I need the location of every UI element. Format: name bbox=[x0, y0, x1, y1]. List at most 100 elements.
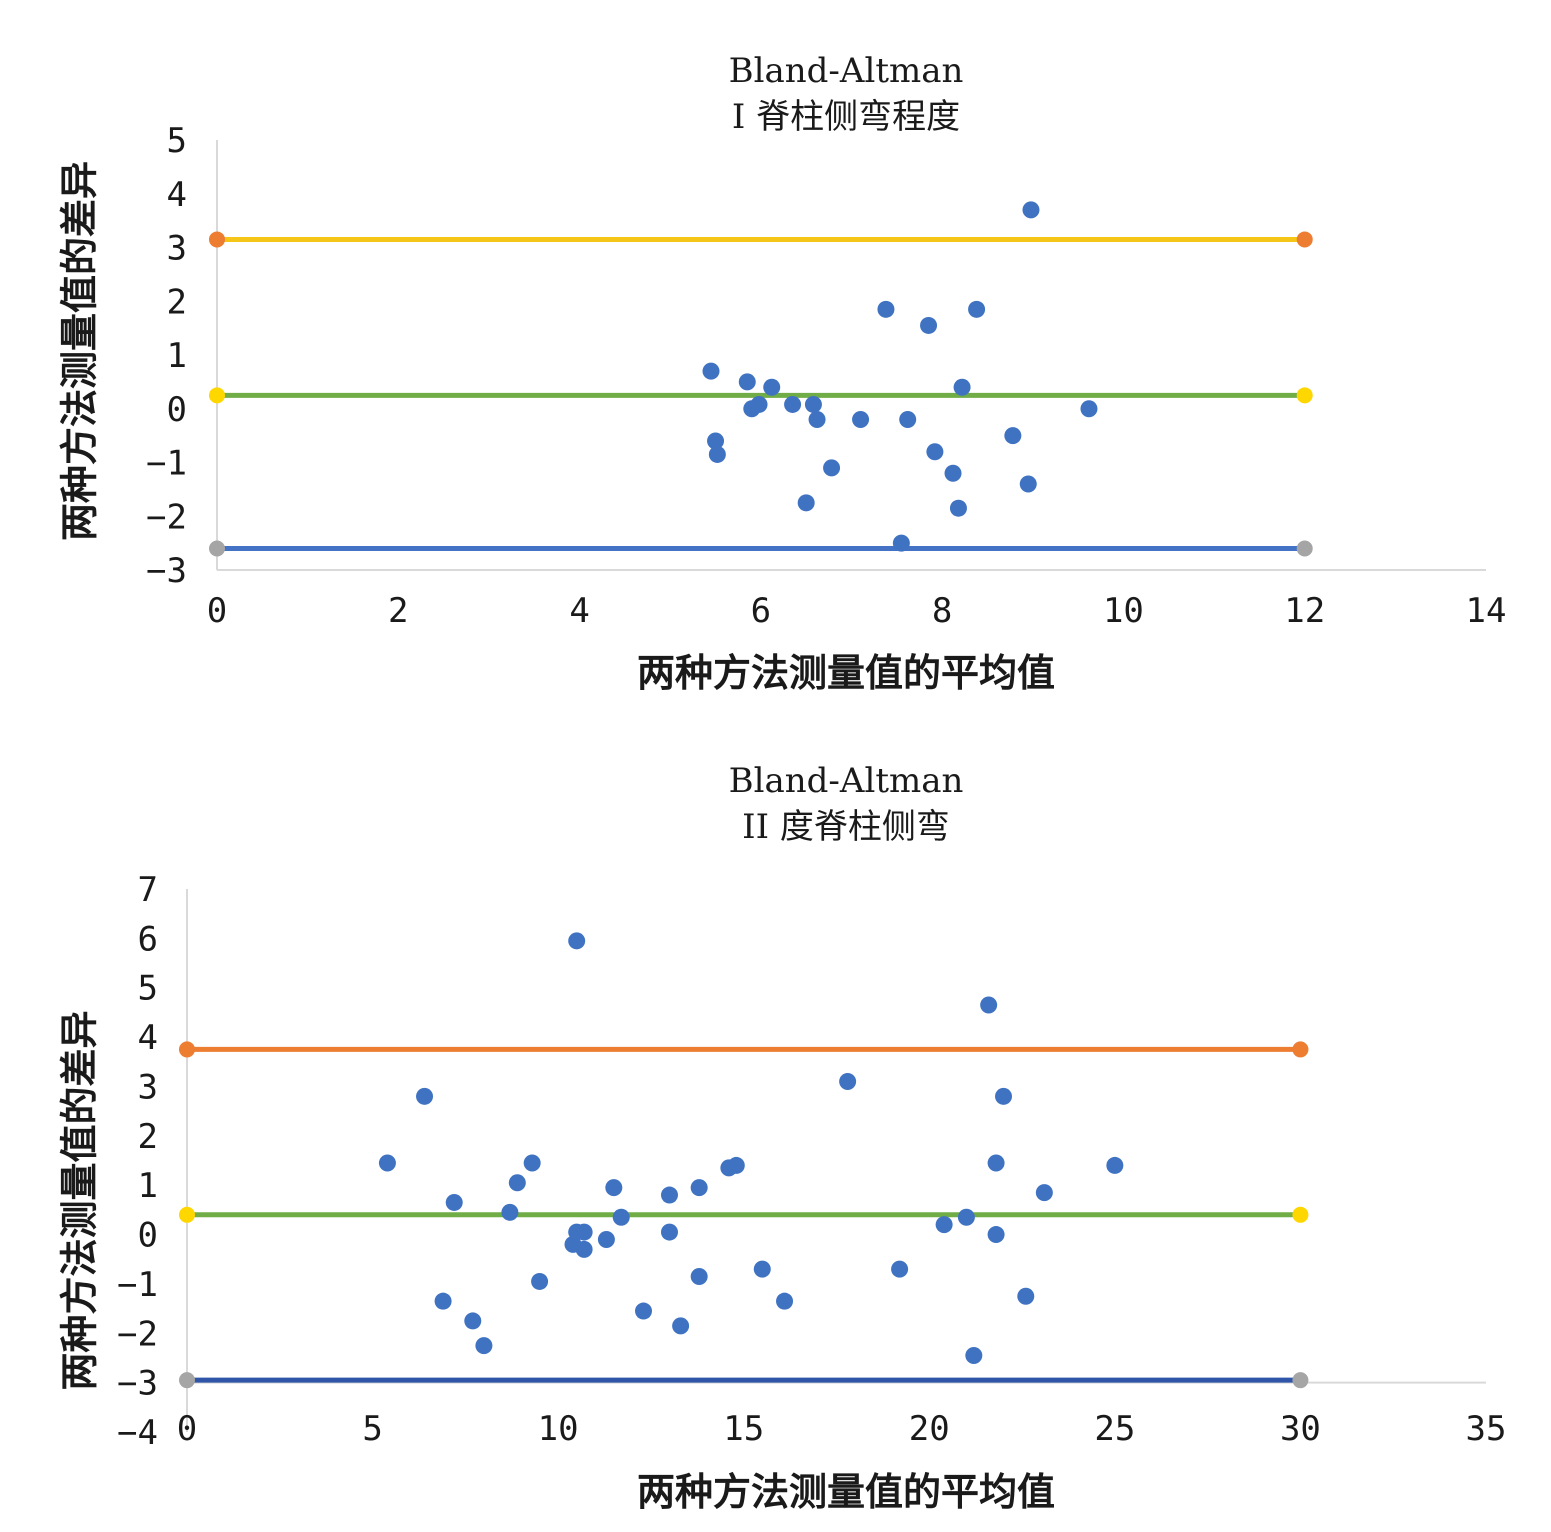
data-point bbox=[568, 932, 586, 950]
y-tick-label: 1 bbox=[167, 336, 187, 376]
data-point bbox=[968, 300, 986, 318]
x-tick-label: 15 bbox=[723, 1409, 764, 1449]
data-point bbox=[1080, 400, 1098, 418]
data-point bbox=[434, 1292, 452, 1310]
x-tick-label: 35 bbox=[1466, 1409, 1507, 1449]
data-point bbox=[926, 443, 944, 461]
x-tick-label: 10 bbox=[1103, 591, 1144, 631]
data-point bbox=[763, 378, 781, 396]
x-axis-label: 两种方法测量值的平均值 bbox=[637, 651, 1055, 695]
y-tick-label: −1 bbox=[117, 1265, 158, 1305]
data-point bbox=[523, 1154, 541, 1172]
y-tick-label: 0 bbox=[167, 390, 187, 430]
chart-subtitle: I 脊柱侧弯程度 bbox=[732, 97, 960, 137]
data-point bbox=[378, 1154, 396, 1172]
reference-marker-mean bbox=[1292, 1206, 1309, 1223]
data-point bbox=[949, 499, 967, 517]
chart-subtitle: II 度脊柱侧弯 bbox=[742, 807, 950, 847]
data-point bbox=[965, 1346, 983, 1364]
data-point bbox=[750, 395, 768, 413]
chart-title: Bland-Altman bbox=[729, 761, 964, 801]
y-tick-label: −3 bbox=[146, 551, 187, 591]
data-point bbox=[635, 1302, 653, 1320]
x-tick-label: 20 bbox=[909, 1409, 950, 1449]
data-point bbox=[877, 300, 895, 318]
x-tick-label: 14 bbox=[1466, 591, 1507, 631]
data-point bbox=[797, 494, 815, 512]
reference-marker-lower bbox=[179, 1372, 195, 1389]
y-tick-label: 5 bbox=[167, 121, 187, 161]
data-point bbox=[920, 316, 938, 334]
x-tick-label: 0 bbox=[207, 591, 227, 631]
data-point bbox=[957, 1208, 975, 1226]
y-tick-label: −2 bbox=[146, 497, 187, 537]
data-point bbox=[660, 1223, 678, 1241]
data-point bbox=[531, 1272, 549, 1290]
x-tick-label: 8 bbox=[932, 591, 952, 631]
data-point bbox=[1106, 1156, 1124, 1174]
y-tick-label: 7 bbox=[138, 870, 158, 910]
data-point bbox=[575, 1240, 593, 1258]
data-point bbox=[475, 1337, 493, 1355]
reference-marker-mean bbox=[1296, 387, 1313, 404]
x-tick-label: 6 bbox=[751, 591, 771, 631]
data-point bbox=[839, 1073, 857, 1091]
y-tick-label: −4 bbox=[117, 1413, 158, 1453]
data-point bbox=[738, 373, 756, 391]
reference-marker-upper bbox=[209, 231, 225, 248]
data-point bbox=[987, 1154, 1005, 1172]
data-point bbox=[784, 395, 802, 413]
data-point bbox=[702, 362, 720, 380]
chart-2: Bland-Altman II 度脊柱侧弯 −4 −3 −2 −1 0 1 2 3 4 5 6 7 0 5 10… bbox=[58, 761, 1507, 1514]
y-tick-label: 6 bbox=[138, 919, 158, 959]
data-point bbox=[1035, 1184, 1053, 1202]
reference-marker-mean bbox=[179, 1206, 195, 1223]
data-point bbox=[707, 432, 725, 450]
data-point bbox=[727, 1156, 745, 1174]
data-point bbox=[575, 1223, 593, 1241]
y-tick-label: 3 bbox=[167, 229, 187, 269]
data-point bbox=[987, 1226, 1005, 1244]
data-point bbox=[660, 1186, 678, 1204]
reference-marker-lower bbox=[209, 540, 225, 557]
y-tick-label: 5 bbox=[138, 969, 158, 1009]
data-point bbox=[944, 464, 962, 482]
y-tick-label: 4 bbox=[138, 1018, 158, 1058]
y-axis-label: 两种方法测量值的差异 bbox=[58, 161, 102, 541]
x-tick-label: 25 bbox=[1094, 1409, 1135, 1449]
x-tick-label: 12 bbox=[1284, 591, 1325, 631]
reference-marker-mean bbox=[209, 387, 225, 404]
data-point bbox=[416, 1087, 434, 1105]
data-point bbox=[612, 1208, 630, 1226]
y-tick-label: 3 bbox=[138, 1067, 158, 1107]
x-tick-label: 2 bbox=[388, 591, 408, 631]
x-axis-label: 两种方法测量值的平均值 bbox=[637, 1470, 1055, 1514]
data-point bbox=[1004, 427, 1022, 445]
data-point bbox=[980, 996, 998, 1014]
y-tick-label: 2 bbox=[138, 1117, 158, 1157]
y-tick-label: −2 bbox=[117, 1314, 158, 1354]
chart-title: Bland-Altman bbox=[729, 51, 964, 91]
reference-marker-upper bbox=[179, 1041, 195, 1058]
data-point bbox=[1017, 1287, 1035, 1305]
data-point bbox=[690, 1179, 708, 1197]
x-tick-label: 0 bbox=[177, 1409, 197, 1449]
data-point bbox=[892, 534, 910, 552]
data-point bbox=[823, 459, 841, 477]
x-tick-label: 10 bbox=[538, 1409, 579, 1449]
data-point bbox=[935, 1216, 953, 1234]
reference-marker-lower bbox=[1296, 540, 1313, 557]
data-point bbox=[899, 411, 917, 428]
y-tick-label: 2 bbox=[167, 282, 187, 322]
x-tick-label: 30 bbox=[1280, 1409, 1321, 1449]
y-tick-label: 4 bbox=[167, 175, 187, 215]
data-point bbox=[1019, 475, 1037, 493]
y-axis-label: 两种方法测量值的差异 bbox=[58, 1010, 102, 1390]
data-point bbox=[690, 1268, 708, 1286]
data-point bbox=[1022, 201, 1040, 219]
data-point bbox=[995, 1087, 1013, 1105]
y-tick-label: 0 bbox=[138, 1216, 158, 1256]
